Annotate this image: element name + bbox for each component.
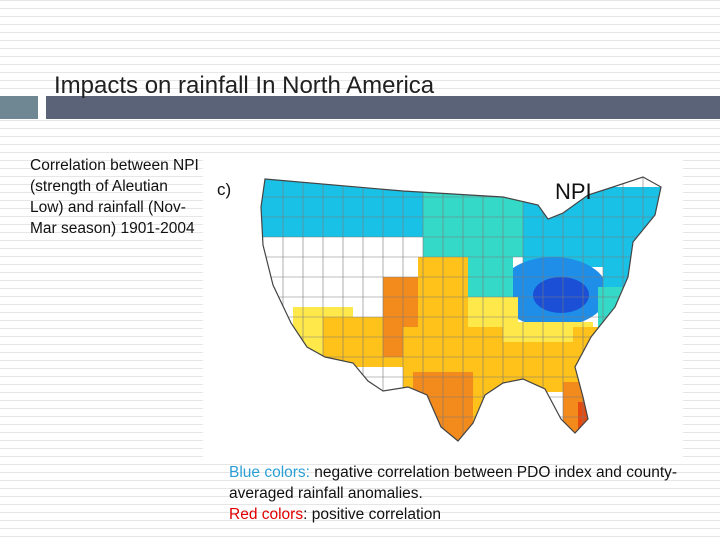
slide-title: Impacts on rainfall In North America (54, 72, 435, 99)
title-bar-square (0, 96, 38, 119)
map-division-lines (261, 177, 661, 441)
title-bar (0, 96, 720, 119)
panel-label: c) (217, 180, 231, 199)
description-text: Correlation between NPI (strength of Ale… (30, 157, 199, 237)
title-bar-strip (46, 96, 720, 119)
caption-blue-label: Blue colors: (229, 464, 310, 481)
us-outline (260, 176, 662, 442)
index-label: NPI (555, 179, 592, 204)
caption-blue-text: negative correlation between PDO index a… (229, 464, 678, 502)
region-ohio-valley-core (533, 277, 589, 313)
caption-red-label: Red colors (229, 506, 304, 523)
title-bar-gap (38, 96, 46, 119)
rainfall-correlation-map: c) NPI (203, 157, 683, 457)
caption-red-text: : positive correlation (303, 506, 441, 523)
map-caption: Blue colors: negative correlation betwee… (229, 462, 699, 525)
region-pacific-northwest (261, 177, 323, 237)
